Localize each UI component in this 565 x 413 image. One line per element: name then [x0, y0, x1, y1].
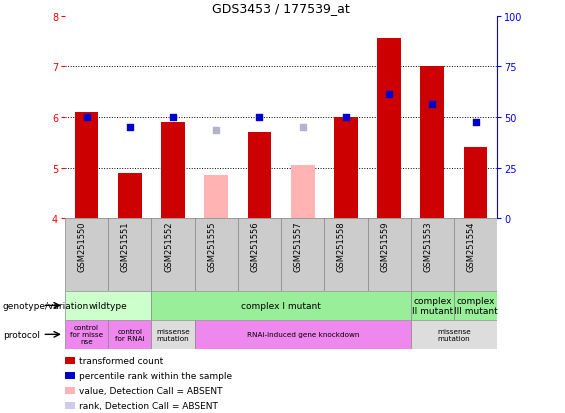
Text: complex I mutant: complex I mutant [241, 301, 321, 310]
Bar [377, 39, 401, 219]
Text: complex
III mutant: complex III mutant [454, 296, 497, 315]
Bar [194, 219, 238, 291]
Text: genotype/variation: genotype/variation [3, 301, 89, 310]
Text: GSM251554: GSM251554 [467, 221, 476, 271]
Bar [247, 133, 271, 219]
Bar [411, 291, 454, 320]
Text: GSM251551: GSM251551 [121, 221, 130, 271]
Text: control
for misse
nse: control for misse nse [70, 325, 103, 344]
Text: GSM251558: GSM251558 [337, 221, 346, 272]
Text: transformed count: transformed count [79, 356, 164, 365]
Bar [65, 372, 75, 379]
Point [168, 114, 177, 121]
Bar [118, 173, 142, 219]
Bar [65, 402, 75, 409]
Text: missense
mutation: missense mutation [437, 328, 471, 341]
Text: GSM251552: GSM251552 [164, 221, 173, 271]
Text: RNAi-induced gene knockdown: RNAi-induced gene knockdown [246, 332, 359, 337]
Text: rank, Detection Call = ABSENT: rank, Detection Call = ABSENT [79, 401, 218, 410]
Point [255, 114, 264, 121]
Bar [464, 148, 488, 219]
Bar [65, 320, 108, 349]
Bar [420, 67, 444, 219]
Text: control
for RNAi: control for RNAi [115, 328, 145, 341]
Bar [324, 219, 368, 291]
Text: GSM251557: GSM251557 [294, 221, 303, 272]
Point [385, 92, 394, 98]
Bar [367, 219, 411, 291]
Text: GSM251556: GSM251556 [250, 221, 259, 272]
Text: protocol: protocol [3, 330, 40, 339]
Bar [151, 291, 411, 320]
Bar [205, 176, 228, 219]
Bar [65, 357, 75, 364]
Point [428, 102, 437, 108]
Bar [75, 113, 98, 219]
Text: GSM251553: GSM251553 [423, 221, 432, 272]
Bar [411, 219, 454, 291]
Bar [151, 219, 194, 291]
Text: GSM251559: GSM251559 [380, 221, 389, 271]
Bar [108, 320, 151, 349]
Text: value, Detection Call = ABSENT: value, Detection Call = ABSENT [79, 386, 223, 395]
Bar [151, 320, 194, 349]
Bar [454, 219, 497, 291]
Bar [65, 219, 108, 291]
Bar [334, 118, 358, 219]
Bar [65, 291, 151, 320]
Text: wildtype: wildtype [89, 301, 128, 310]
Text: complex
II mutant: complex II mutant [412, 296, 453, 315]
Bar [281, 219, 324, 291]
Bar [291, 166, 315, 219]
Bar [238, 219, 281, 291]
Bar [161, 123, 185, 219]
Bar [454, 291, 497, 320]
Text: GSM251550: GSM251550 [77, 221, 86, 271]
Point [82, 114, 91, 121]
Text: GSM251555: GSM251555 [207, 221, 216, 271]
Text: percentile rank within the sample: percentile rank within the sample [79, 371, 232, 380]
Point [298, 125, 307, 131]
Point [471, 119, 480, 126]
Bar [65, 387, 75, 394]
Point [341, 114, 350, 121]
Title: GDS3453 / 177539_at: GDS3453 / 177539_at [212, 2, 350, 15]
Point [212, 127, 221, 134]
Point [125, 125, 134, 131]
Bar [194, 320, 411, 349]
Bar [108, 219, 151, 291]
Bar [411, 320, 497, 349]
Text: missense
mutation: missense mutation [156, 328, 190, 341]
